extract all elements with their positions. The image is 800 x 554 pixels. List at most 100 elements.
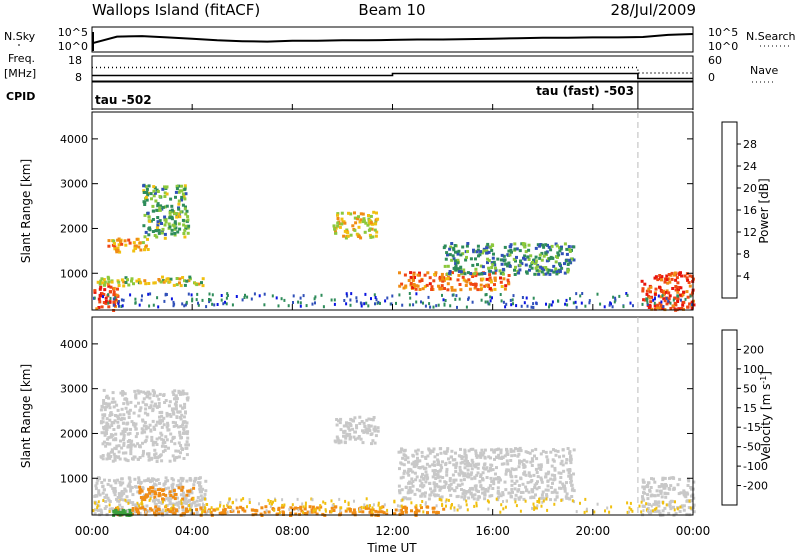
echo-cell (401, 511, 405, 514)
echo-cell (106, 496, 110, 500)
echo-cell (531, 459, 535, 463)
echo-cell (318, 508, 321, 512)
echo-cell (523, 254, 527, 258)
echo-cell (470, 458, 474, 462)
echo-cell (406, 491, 410, 495)
echo-cell (133, 477, 137, 481)
echo-cell (164, 435, 168, 439)
echo-cell (348, 432, 352, 436)
echo-cell (128, 241, 132, 245)
echo-cell (157, 488, 160, 492)
echo-cell (119, 497, 123, 501)
echo-cell (512, 302, 514, 306)
echo-cell (460, 457, 464, 461)
echo-cell (173, 302, 176, 306)
echo-cell (408, 303, 411, 307)
echo-cell (490, 463, 494, 467)
echo-cell (368, 233, 372, 237)
echo-cell (398, 508, 401, 512)
echo-cell (524, 473, 528, 477)
echo-cell (565, 458, 569, 461)
echo-cell (164, 493, 168, 497)
echo-cell (373, 293, 376, 297)
echo-cell (664, 290, 668, 294)
echo-cell (596, 502, 599, 506)
echo-cell (650, 493, 654, 497)
echo-cell (112, 405, 116, 409)
echo-cell (107, 280, 111, 284)
echo-cell (146, 412, 150, 416)
colorbar-tick-label: 200 (743, 343, 764, 356)
echo-cell (646, 300, 649, 304)
echo-cell (112, 286, 116, 290)
echo-cell (338, 497, 341, 501)
echo-cell (642, 298, 646, 302)
echo-cell (174, 508, 178, 512)
echo-cell (413, 276, 416, 279)
echo-cell (189, 488, 193, 492)
echo-cell (160, 444, 164, 448)
echo-cell (488, 278, 492, 282)
echo-cell (530, 266, 534, 270)
echo-cell (478, 272, 482, 276)
echo-cell (153, 191, 157, 195)
echo-cell (657, 509, 661, 513)
echo-cell (441, 277, 444, 281)
echo-cell (507, 249, 511, 253)
echo-cell (420, 454, 424, 458)
echo-cell (137, 481, 140, 485)
echo-cell (650, 477, 653, 481)
echo-cell (674, 285, 678, 288)
echo-cell (126, 402, 130, 406)
colorbar-tick-label: 20 (743, 182, 757, 195)
echo-cell (393, 512, 397, 516)
echo-cell (172, 411, 176, 415)
echo-cell (99, 294, 102, 298)
echo-cell (109, 296, 112, 300)
echo-cell (507, 491, 511, 495)
echo-cell (134, 393, 138, 397)
echo-cell (566, 447, 570, 450)
echo-cell (409, 275, 413, 279)
echo-cell (673, 271, 677, 275)
echo-cell (454, 478, 458, 482)
echo-cell (174, 190, 178, 194)
echo-cell (334, 231, 338, 235)
echo-cell (539, 265, 543, 269)
echo-cell (181, 485, 185, 489)
echo-cell (112, 293, 116, 297)
echo-cell (451, 473, 455, 477)
echo-cell (370, 297, 372, 301)
echo-cell (662, 500, 665, 504)
echo-cell (148, 228, 152, 232)
echo-cell (517, 271, 521, 275)
echo-cell (153, 456, 157, 460)
echo-cell (466, 250, 469, 253)
echo-cell (177, 455, 181, 459)
echo-cell (177, 207, 181, 211)
echo-cell (640, 279, 644, 283)
echo-cell (445, 467, 449, 471)
echo-cell (349, 233, 353, 237)
echo-cell (432, 482, 436, 485)
echo-cell (227, 505, 231, 509)
echo-cell (378, 507, 381, 510)
echo-cell (126, 440, 130, 444)
echo-cell (155, 394, 159, 398)
echo-cell (670, 271, 674, 275)
echo-cell (100, 455, 104, 459)
echo-cell (101, 416, 105, 420)
echo-cell (138, 504, 141, 508)
echo-cell (414, 478, 418, 482)
echo-cell (179, 417, 183, 421)
echo-cell (108, 500, 112, 503)
echo-cell (534, 266, 538, 270)
echo-cell (93, 290, 97, 294)
echo-cell (344, 236, 348, 240)
echo-cell (465, 280, 469, 284)
echo-cell (529, 460, 533, 464)
echo-cell (186, 396, 190, 400)
echo-cell (374, 509, 378, 513)
echo-cell (479, 264, 483, 268)
echo-cell (119, 391, 123, 395)
